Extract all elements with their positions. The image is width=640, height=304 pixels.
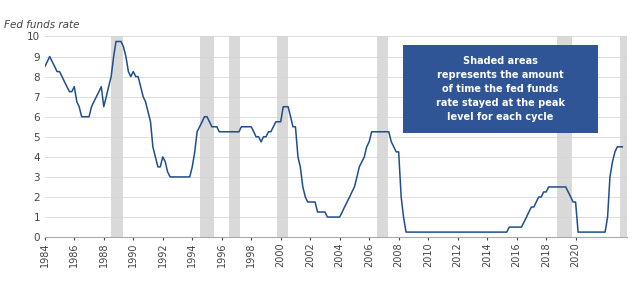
Bar [557, 36, 572, 237]
Bar [229, 36, 240, 237]
Bar [111, 36, 124, 237]
Text: Shaded areas
represents the amount
of time the fed funds
rate stayed at the peak: Shaded areas represents the amount of ti… [436, 56, 565, 122]
Bar [620, 36, 627, 237]
Text: Fed funds rate: Fed funds rate [4, 20, 79, 30]
FancyBboxPatch shape [403, 44, 598, 133]
Bar [376, 36, 388, 237]
Bar [277, 36, 288, 237]
Bar [200, 36, 214, 237]
